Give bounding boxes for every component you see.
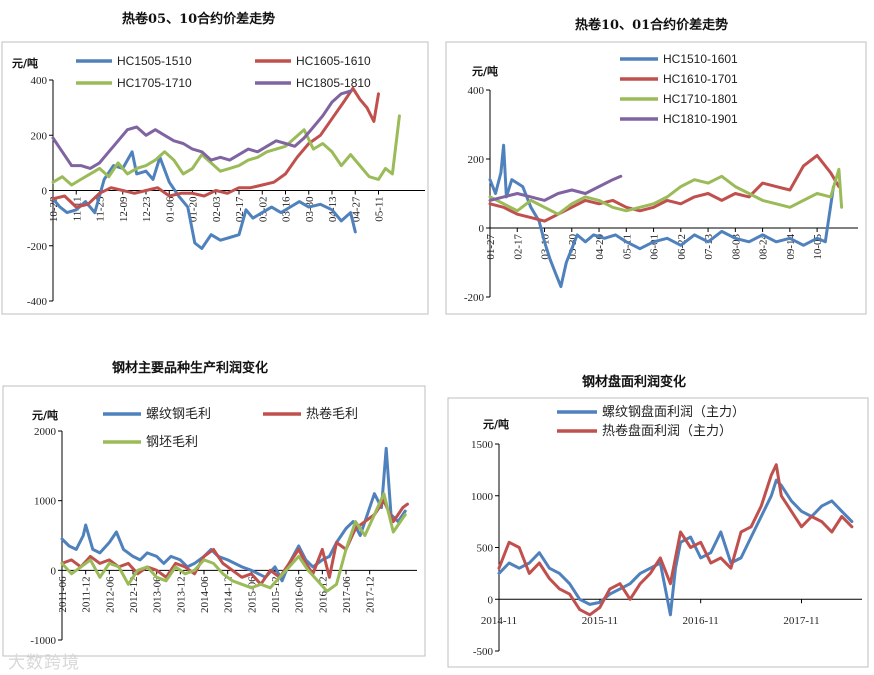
x-tick-label: 2017-11 — [783, 615, 819, 627]
x-tick-label: 05-11 — [374, 197, 386, 222]
y-tick-label: 1000 — [471, 491, 494, 503]
y-tick-label: 0 — [479, 223, 485, 235]
chart1-title: 热卷05、10合约价差走势 — [122, 12, 276, 27]
y-tick-label: 1000 — [34, 496, 57, 508]
x-tick-label: 2014-12 — [223, 576, 235, 613]
y-unit-label: 元/吨 — [472, 64, 498, 78]
chart3-title: 钢材主要品种生产利润变化 — [112, 361, 269, 376]
watermark: 大数跨境 — [8, 653, 80, 673]
y-tick-label: -500 — [473, 646, 494, 658]
legend-label: 螺纹钢盘面利润（主力） — [602, 404, 745, 420]
series-line — [488, 154, 841, 223]
series-line — [51, 150, 357, 250]
legend-label: HC1810-1901 — [663, 112, 738, 126]
series-line — [51, 114, 401, 187]
y-tick-label: 2000 — [34, 426, 57, 438]
series-line — [488, 167, 844, 216]
legend-label: 热卷毛利 — [306, 406, 358, 422]
legend-label: 热卷盘面利润（主力） — [602, 423, 732, 439]
y-tick-label: -400 — [27, 296, 48, 308]
legend-label: HC1605-1610 — [296, 54, 371, 68]
x-tick-label: 2017-12 — [365, 576, 377, 613]
chart-frame — [1, 41, 429, 315]
y-tick-label: 400 — [31, 75, 48, 87]
series-line — [51, 86, 380, 209]
y-unit-label: 元/吨 — [483, 417, 509, 431]
x-tick-label: 2017-06 — [341, 576, 353, 613]
chart-frame — [445, 41, 867, 315]
x-tick-label: 2013-12 — [175, 576, 187, 613]
x-tick-label: 2014-06 — [199, 576, 211, 613]
x-tick-label: 2013-06 — [152, 576, 164, 613]
x-tick-label: 04-20 — [594, 234, 606, 260]
legend-label: HC1610-1701 — [663, 72, 738, 86]
y-tick-label: 0 — [488, 594, 494, 606]
y-tick-label: 1500 — [471, 439, 494, 451]
chart2-title: 热卷10、01合约价差走势 — [575, 18, 729, 33]
x-tick-label: 02-17 — [512, 234, 524, 260]
x-tick-label: 2015-11 — [582, 615, 618, 627]
x-tick-label: 2011-12 — [81, 576, 93, 612]
legend-label: HC1510-1601 — [663, 52, 738, 66]
y-unit-label: 元/吨 — [32, 408, 58, 422]
x-tick-label: 2016-11 — [683, 615, 719, 627]
x-tick-label: 12-23 — [141, 196, 153, 222]
series-line — [51, 89, 353, 170]
series-line — [488, 143, 835, 289]
y-tick-label: 200 — [31, 130, 48, 142]
legend-label: HC1805-1810 — [296, 76, 371, 90]
x-tick-label: 03-30 — [304, 196, 316, 222]
x-tick-label: 02-03 — [211, 196, 223, 222]
x-tick-label: 2012-06 — [104, 576, 116, 613]
y-tick-label: -1000 — [30, 635, 56, 647]
legend-label: 螺纹钢毛利 — [146, 407, 211, 422]
x-tick-label: 04-27 — [350, 196, 362, 222]
y-tick-label: 0 — [42, 186, 48, 198]
chart-frame — [447, 397, 869, 668]
legend-label: HC1705-1710 — [117, 76, 192, 90]
x-tick-label: 2016-06 — [294, 576, 306, 613]
x-tick-label: 2014-11 — [481, 615, 517, 627]
chart4-title: 钢材盘面利润变化 — [582, 375, 687, 390]
x-tick-label: 2012-12 — [128, 576, 140, 613]
legend-label: 钢坯毛利 — [146, 435, 198, 450]
y-tick-label: 200 — [468, 154, 485, 166]
series-line — [497, 478, 854, 617]
x-tick-label: 01-27 — [485, 234, 497, 260]
y-tick-label: -200 — [27, 241, 48, 253]
legend-label: HC1505-1510 — [117, 54, 192, 68]
y-unit-label: 元/吨 — [12, 56, 38, 70]
x-tick-label: 08-24 — [758, 234, 770, 260]
legend-label: HC1710-1801 — [663, 92, 738, 106]
x-tick-label: 2015-06 — [246, 576, 258, 613]
x-tick-label: 2011-06 — [57, 576, 69, 613]
y-tick-label: 500 — [477, 543, 494, 555]
series-line — [488, 174, 623, 202]
series-line — [60, 492, 407, 593]
series-line — [497, 463, 854, 617]
y-tick-label: -200 — [464, 292, 485, 304]
x-tick-label: 01-06 — [164, 196, 176, 222]
y-tick-label: 400 — [468, 85, 485, 97]
y-tick-label: 0 — [51, 565, 57, 577]
x-tick-label: 03-02 — [257, 197, 269, 223]
chart-frame — [2, 385, 426, 657]
x-tick-label: 12-09 — [118, 196, 130, 222]
